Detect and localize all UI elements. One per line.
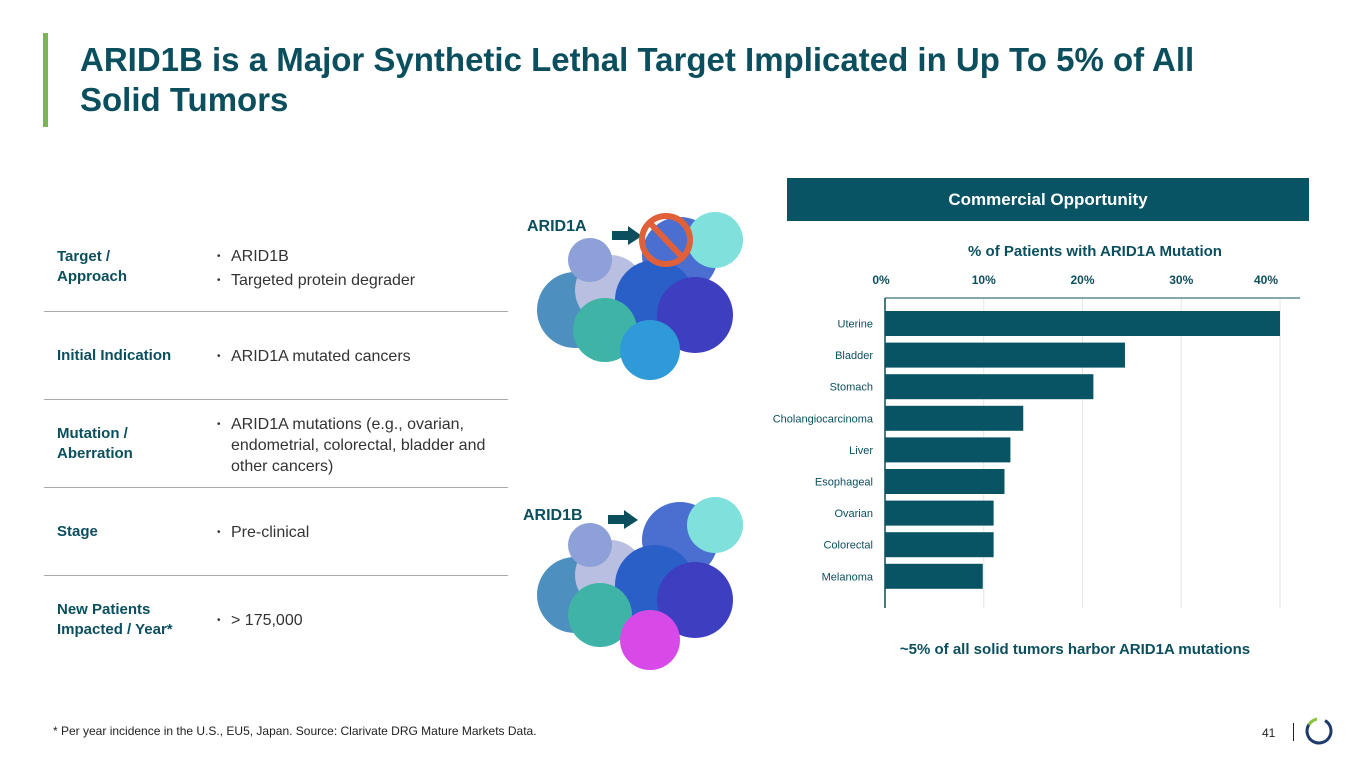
title-accent-bar [43, 33, 48, 127]
category-label: Liver [849, 445, 873, 457]
row-label: Target / Approach [57, 248, 128, 285]
bar-liver [885, 437, 1011, 463]
x-tick-label: 40% [1254, 273, 1278, 287]
bar-colorectal [885, 532, 994, 558]
x-tick-label: 0% [872, 273, 890, 287]
company-logo-icon [1305, 717, 1333, 745]
bar-cholangiocarcinoma [885, 405, 1024, 431]
category-label: Uterine [838, 319, 873, 331]
summary-text: ~5% of all solid tumors harbor ARID1A mu… [899, 641, 1251, 658]
category-label: Colorectal [823, 540, 873, 552]
x-tick-label: 30% [1169, 273, 1193, 287]
arid1b-label: ARID1B [523, 507, 583, 524]
x-tick-label: 10% [972, 273, 996, 287]
row-label: Mutation / Aberration [57, 425, 133, 462]
row-label: New Patients Impacted / Year* [57, 601, 173, 638]
no-sign-icon [639, 213, 693, 267]
arid1a-label: ARID1A [527, 218, 587, 235]
category-label: Stomach [830, 382, 873, 394]
arrow-icon [612, 226, 642, 245]
chart-title: % of Patients with ARID1A Mutation [968, 243, 1222, 260]
row-label: Initial Indication [57, 347, 172, 364]
x-tick-label: 20% [1070, 273, 1094, 287]
commercial-opportunity-header: Commercial Opportunity [787, 178, 1309, 221]
category-label: Esophageal [815, 477, 873, 489]
divider [44, 399, 508, 400]
footnote: * Per year incidence in the U.S., EU5, J… [53, 724, 537, 738]
page-title: ARID1B is a Major Synthetic Lethal Targe… [80, 41, 1195, 118]
category-label: Cholangiocarcinoma [773, 413, 874, 425]
category-label: Ovarian [834, 508, 873, 520]
divider [44, 575, 508, 576]
bar-uterine [885, 311, 1280, 336]
bar-esophageal [885, 469, 1005, 494]
category-label: Melanoma [822, 571, 874, 583]
bar-ovarian [885, 500, 994, 526]
protein-structures [537, 212, 743, 670]
arrow-icon [608, 510, 638, 529]
bar-bladder [885, 342, 1125, 368]
category-label: Bladder [835, 350, 873, 362]
row-label: Stage [57, 523, 98, 540]
page-number: 41 [1262, 726, 1276, 740]
bar-stomach [885, 374, 1094, 400]
arid1b-protein-image [537, 497, 743, 670]
divider [1293, 723, 1294, 741]
bar-melanoma [885, 563, 983, 589]
divider [44, 487, 508, 488]
divider [44, 311, 508, 312]
